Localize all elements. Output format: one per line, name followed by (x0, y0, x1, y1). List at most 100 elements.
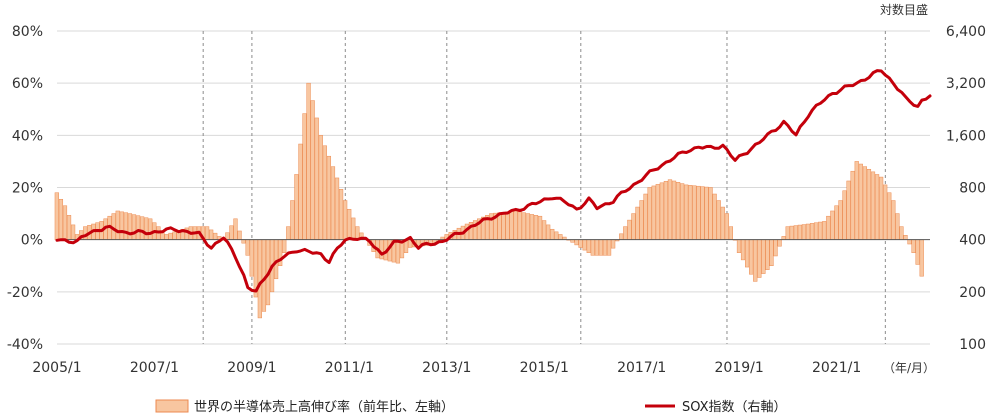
growth-bar (127, 213, 133, 240)
growth-bar (826, 215, 831, 240)
growth-bar (842, 190, 847, 240)
growth-bar (334, 177, 340, 240)
growth-bar (789, 225, 794, 240)
right-tick-label: 100 (959, 337, 986, 353)
bar-series (54, 82, 924, 319)
left-tick-label: 60% (12, 76, 43, 92)
growth-bar (537, 215, 543, 240)
growth-bar (671, 180, 677, 240)
unit-note: （年/月） (883, 361, 935, 375)
growth-bar (631, 213, 636, 240)
growth-bar (866, 168, 872, 240)
growth-bar (135, 215, 141, 240)
growth-bar (172, 231, 177, 240)
growth-bar (286, 226, 291, 240)
x-tick-label: 2015/1 (520, 360, 569, 376)
growth-bar (623, 226, 628, 240)
sox-index-line (55, 69, 932, 293)
x-axis-ticks: 2005/1 2007/1 2009/1 2011/1 2013/1 2015/1 2017… (32, 360, 861, 376)
right-tick-label: 1,600 (946, 128, 986, 144)
left-tick-label: -40% (7, 337, 43, 353)
growth-bar (627, 219, 632, 240)
growth-bar (306, 82, 311, 240)
growth-bar (809, 223, 815, 240)
growth-bar (509, 211, 514, 240)
right-tick-label: 400 (959, 233, 986, 249)
growth-bar (688, 185, 693, 240)
growth-bar (785, 226, 790, 240)
growth-bar (619, 233, 624, 240)
right-axis-scale-note: 対数目盛 (880, 2, 928, 17)
growth-bar (310, 100, 315, 240)
growth-bar (874, 174, 880, 240)
growth-bar (696, 185, 701, 240)
growth-bar (887, 192, 892, 240)
growth-bar (700, 186, 705, 240)
growth-bar (139, 216, 145, 240)
growth-bar (586, 239, 591, 253)
growth-bar (895, 213, 900, 240)
growth-bar (213, 232, 218, 240)
growth-bar (862, 166, 867, 240)
growth-bar (878, 176, 884, 240)
growth-bar (598, 239, 604, 256)
growth-bar (870, 171, 876, 240)
growth-bar (257, 239, 262, 319)
growth-bar (850, 170, 855, 240)
left-tick-label: 20% (12, 181, 43, 197)
growth-bar (830, 210, 835, 240)
growth-bar (144, 217, 149, 240)
growth-bar (777, 239, 782, 247)
x-tick-label: 2017/1 (617, 360, 666, 376)
growth-bar (712, 193, 717, 240)
growth-bar (115, 210, 120, 240)
growth-bar (793, 225, 798, 240)
left-tick-label: 0% (21, 233, 43, 249)
growth-bar (541, 220, 547, 240)
growth-bar (314, 117, 319, 240)
growth-bar (858, 163, 863, 240)
growth-bar (521, 212, 526, 240)
growth-bar (533, 215, 539, 240)
legend: 世界の半導体売上高伸び率（前年比、左軸） SOX指数（右軸） (155, 399, 787, 415)
growth-bar (330, 166, 336, 240)
growth-bar (757, 239, 762, 278)
growth-bar (891, 200, 896, 240)
growth-bar (58, 198, 64, 240)
growth-bar (907, 239, 912, 245)
growth-bar (899, 226, 904, 240)
growth-bar (131, 214, 137, 240)
growth-bar (517, 211, 522, 240)
right-tick-label: 800 (959, 181, 986, 197)
growth-bar (745, 239, 750, 268)
left-axis-ticks: 80% 60% 40% 20% 0% -20% -40% (7, 24, 43, 353)
growth-bar (801, 224, 807, 240)
growth-bar (83, 226, 88, 240)
x-tick-label: 2013/1 (422, 360, 471, 376)
growth-bar (298, 143, 303, 240)
growth-bar (765, 239, 770, 270)
growth-bar (655, 184, 660, 240)
growth-bar (529, 214, 535, 240)
growth-bar (684, 184, 689, 240)
growth-bar (379, 239, 384, 260)
growth-bar (635, 206, 640, 240)
growth-bar (680, 183, 685, 240)
growth-bar (773, 239, 778, 257)
growth-bar (846, 180, 851, 240)
growth-bar (724, 213, 729, 240)
left-tick-label: 40% (12, 128, 43, 144)
growth-bar (838, 200, 843, 240)
growth-bar (322, 145, 327, 240)
growth-bar (728, 226, 734, 240)
right-tick-label: 200 (959, 285, 986, 301)
growth-bar (525, 213, 530, 240)
growth-bar (66, 215, 72, 240)
growth-bar (302, 113, 307, 240)
right-axis-ticks: 6,400 3,200 1,600 800 400 200 100 (946, 24, 986, 353)
x-tick-label: 2007/1 (130, 360, 179, 376)
growth-bar (554, 231, 559, 240)
growth-bar (708, 187, 713, 240)
growth-bar (740, 239, 746, 261)
growth-bar (204, 226, 210, 240)
